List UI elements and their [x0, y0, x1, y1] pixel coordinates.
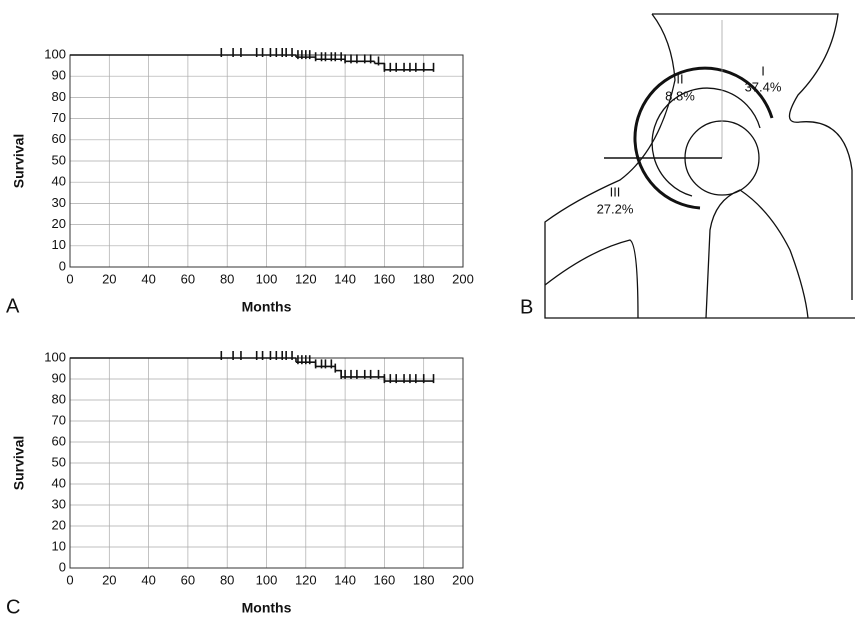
x-tick-label: 200	[452, 572, 474, 587]
x-tick-label: 140	[334, 271, 356, 286]
y-tick-label: 0	[59, 559, 66, 574]
y-tick-label: 80	[52, 89, 66, 104]
acetabulum-inner	[651, 87, 761, 197]
y-tick-label: 50	[52, 454, 66, 469]
x-tick-label: 20	[102, 271, 116, 286]
x-tick-label: 60	[181, 572, 195, 587]
x-tick-label: 200	[452, 271, 474, 286]
region-label: II	[676, 71, 683, 86]
femur-neck	[705, 189, 809, 319]
x-axis-label: Months	[242, 299, 292, 315]
region-percent: 27.2%	[597, 201, 634, 216]
region-percent: 8.8%	[665, 88, 695, 103]
y-tick-label: 70	[52, 110, 66, 125]
y-tick-label: 10	[52, 237, 66, 252]
x-tick-label: 180	[413, 271, 435, 286]
y-tick-label: 90	[52, 370, 66, 385]
x-tick-label: 120	[295, 271, 317, 286]
x-tick-label: 20	[102, 572, 116, 587]
x-tick-label: 40	[141, 271, 155, 286]
y-axis-label: Survival	[11, 436, 27, 490]
pelvis-inner	[544, 13, 855, 319]
panel-label: B	[520, 296, 533, 318]
y-tick-label: 100	[44, 349, 66, 364]
hip-diagram: I 37.4% II 8.8% III 27.2% B	[520, 13, 855, 319]
y-tick-label: 30	[52, 195, 66, 210]
panel-label: A	[6, 295, 20, 317]
y-tick-label: 40	[52, 174, 66, 189]
panel-label: C	[6, 596, 20, 618]
acetabulum	[633, 66, 774, 210]
region-percent: 37.4%	[745, 79, 782, 94]
x-tick-label: 0	[66, 271, 73, 286]
x-tick-label: 120	[295, 572, 317, 587]
obturator	[544, 239, 639, 319]
x-tick-label: 80	[220, 271, 234, 286]
y-tick-label: 60	[52, 433, 66, 448]
y-tick-label: 100	[44, 46, 66, 61]
x-tick-label: 160	[374, 572, 396, 587]
x-tick-label: 100	[256, 572, 278, 587]
x-tick-label: 0	[66, 572, 73, 587]
y-tick-label: 20	[52, 517, 66, 532]
x-tick-label: 160	[374, 271, 396, 286]
y-tick-label: 70	[52, 412, 66, 427]
y-tick-label: 0	[59, 258, 66, 273]
y-tick-label: 50	[52, 152, 66, 167]
y-tick-label: 90	[52, 68, 66, 83]
y-tick-label: 10	[52, 538, 66, 553]
y-tick-label: 20	[52, 216, 66, 231]
x-axis-label: Months	[242, 600, 292, 616]
y-tick-label: 80	[52, 391, 66, 406]
x-tick-label: 40	[141, 572, 155, 587]
region-label: I	[761, 63, 765, 78]
y-tick-label: 40	[52, 475, 66, 490]
x-tick-label: 180	[413, 572, 435, 587]
y-tick-label: 60	[52, 131, 66, 146]
x-tick-label: 60	[181, 271, 195, 286]
x-tick-label: 80	[220, 572, 234, 587]
x-tick-label: 100	[256, 271, 278, 286]
x-tick-label: 140	[334, 572, 356, 587]
region-label: III	[610, 184, 621, 199]
y-axis-label: Survival	[11, 134, 27, 188]
y-tick-label: 30	[52, 496, 66, 511]
pelvis-outline	[652, 13, 853, 300]
